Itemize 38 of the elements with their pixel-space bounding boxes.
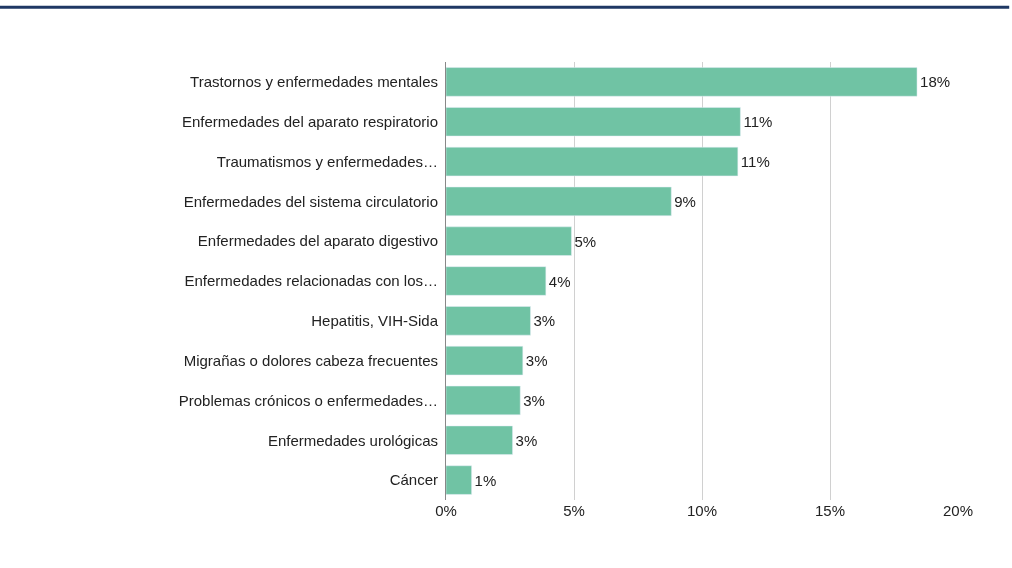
bar [446, 67, 918, 97]
x-tick-label: 5% [563, 502, 585, 519]
bar [446, 385, 521, 416]
y-tick-label: Problemas crónicos o enfermedades… [178, 391, 438, 409]
bar [446, 226, 572, 256]
data-label: 5% [574, 232, 597, 250]
data-label: 3% [533, 312, 556, 330]
bar [446, 306, 531, 336]
x-tick-label: 15% [814, 502, 846, 519]
bar [446, 186, 672, 216]
x-tick-label: 10% [686, 502, 718, 519]
y-tick-label: Enfermedades del aparato respiratorio [182, 112, 438, 130]
data-label: 3% [525, 352, 548, 370]
data-label: 1% [474, 471, 497, 489]
y-tick-label: Enfermedades urológicas [267, 431, 438, 449]
data-label: 18% [920, 73, 951, 91]
y-tick-label: Enfermedades relacionadas con los… [184, 272, 438, 290]
bar [446, 346, 524, 376]
data-label: 3% [515, 431, 538, 449]
y-tick-label: Traumatismos y enfermedades… [216, 152, 438, 170]
y-tick-label: Trastornos y enfermedades mentales [190, 73, 438, 91]
data-label: 4% [548, 272, 571, 290]
x-tick-label: 20% [942, 502, 974, 519]
bar [446, 465, 472, 495]
data-label: 11% [740, 153, 770, 171]
bar [446, 146, 739, 177]
bar [446, 266, 547, 296]
x-tick-label: 0% [435, 502, 457, 519]
y-tick-label: Enfermedades del aparato digestivo [197, 232, 438, 250]
y-tick-label: Hepatitis, VIH-Sida [311, 312, 439, 330]
data-label: 11% [743, 113, 773, 131]
y-tick-label: Migrañas o dolores cabeza frecuentes [183, 351, 438, 369]
y-tick-label: Cáncer [389, 471, 438, 489]
data-label: 3% [523, 391, 545, 409]
y-tick-label: Enfermedades del sistema circulatorio [183, 192, 438, 210]
bar [446, 107, 741, 137]
bar [446, 425, 513, 455]
data-label: 9% [674, 192, 696, 210]
